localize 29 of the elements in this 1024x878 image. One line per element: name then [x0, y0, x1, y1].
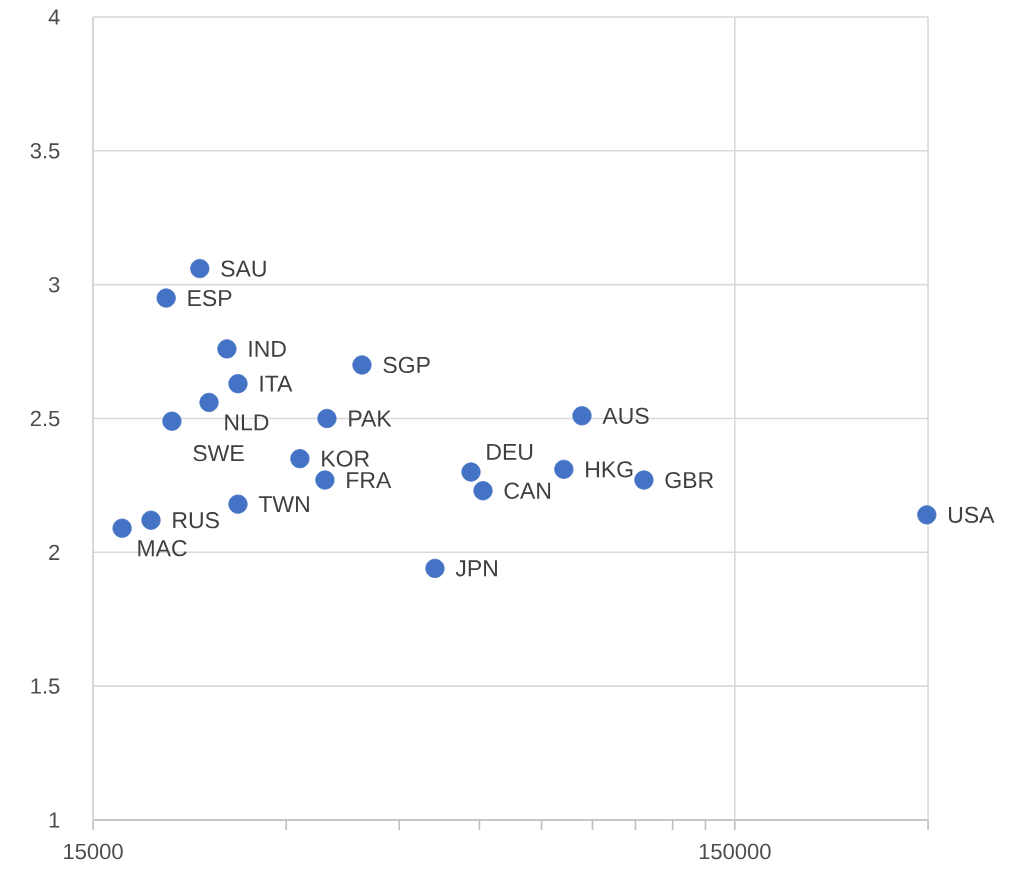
annotation: PAK	[349, 410, 392, 427]
annotation: ITA	[260, 375, 293, 392]
annotation: USA	[949, 506, 995, 523]
x-tick-label: 150000	[699, 843, 771, 860]
annotation: ESP	[188, 289, 232, 307]
annotation: TWN	[258, 496, 309, 513]
annotation: HKG	[586, 461, 633, 478]
annotation: CAN	[504, 482, 551, 499]
annotation: IND	[249, 341, 286, 357]
annotation: GBR	[665, 471, 714, 489]
annotation: SAU	[221, 260, 266, 277]
annotation: JPN	[455, 560, 497, 577]
annotation: FRA	[347, 472, 392, 488]
y-tick-label: 4	[48, 9, 60, 25]
annotation: KOR	[322, 450, 370, 467]
y-tick-label: 1.5	[31, 678, 60, 694]
y-tick-label: 2	[49, 544, 60, 560]
annotation: DEU	[487, 444, 533, 461]
annotation: RUS	[173, 512, 219, 529]
y-tick-label: 3	[48, 276, 60, 293]
annotation: SWE	[193, 445, 244, 462]
annotation: MAC	[138, 540, 187, 557]
annotation: NLD	[225, 414, 269, 431]
annotation: AUS	[602, 407, 649, 424]
annotation: SGP	[383, 356, 430, 374]
y-tick-label: 3.5	[30, 143, 60, 159]
y-tick-label: 1	[49, 812, 60, 828]
x-tick-label: 15000	[64, 843, 123, 860]
y-tick-label: 2.5	[30, 410, 60, 427]
